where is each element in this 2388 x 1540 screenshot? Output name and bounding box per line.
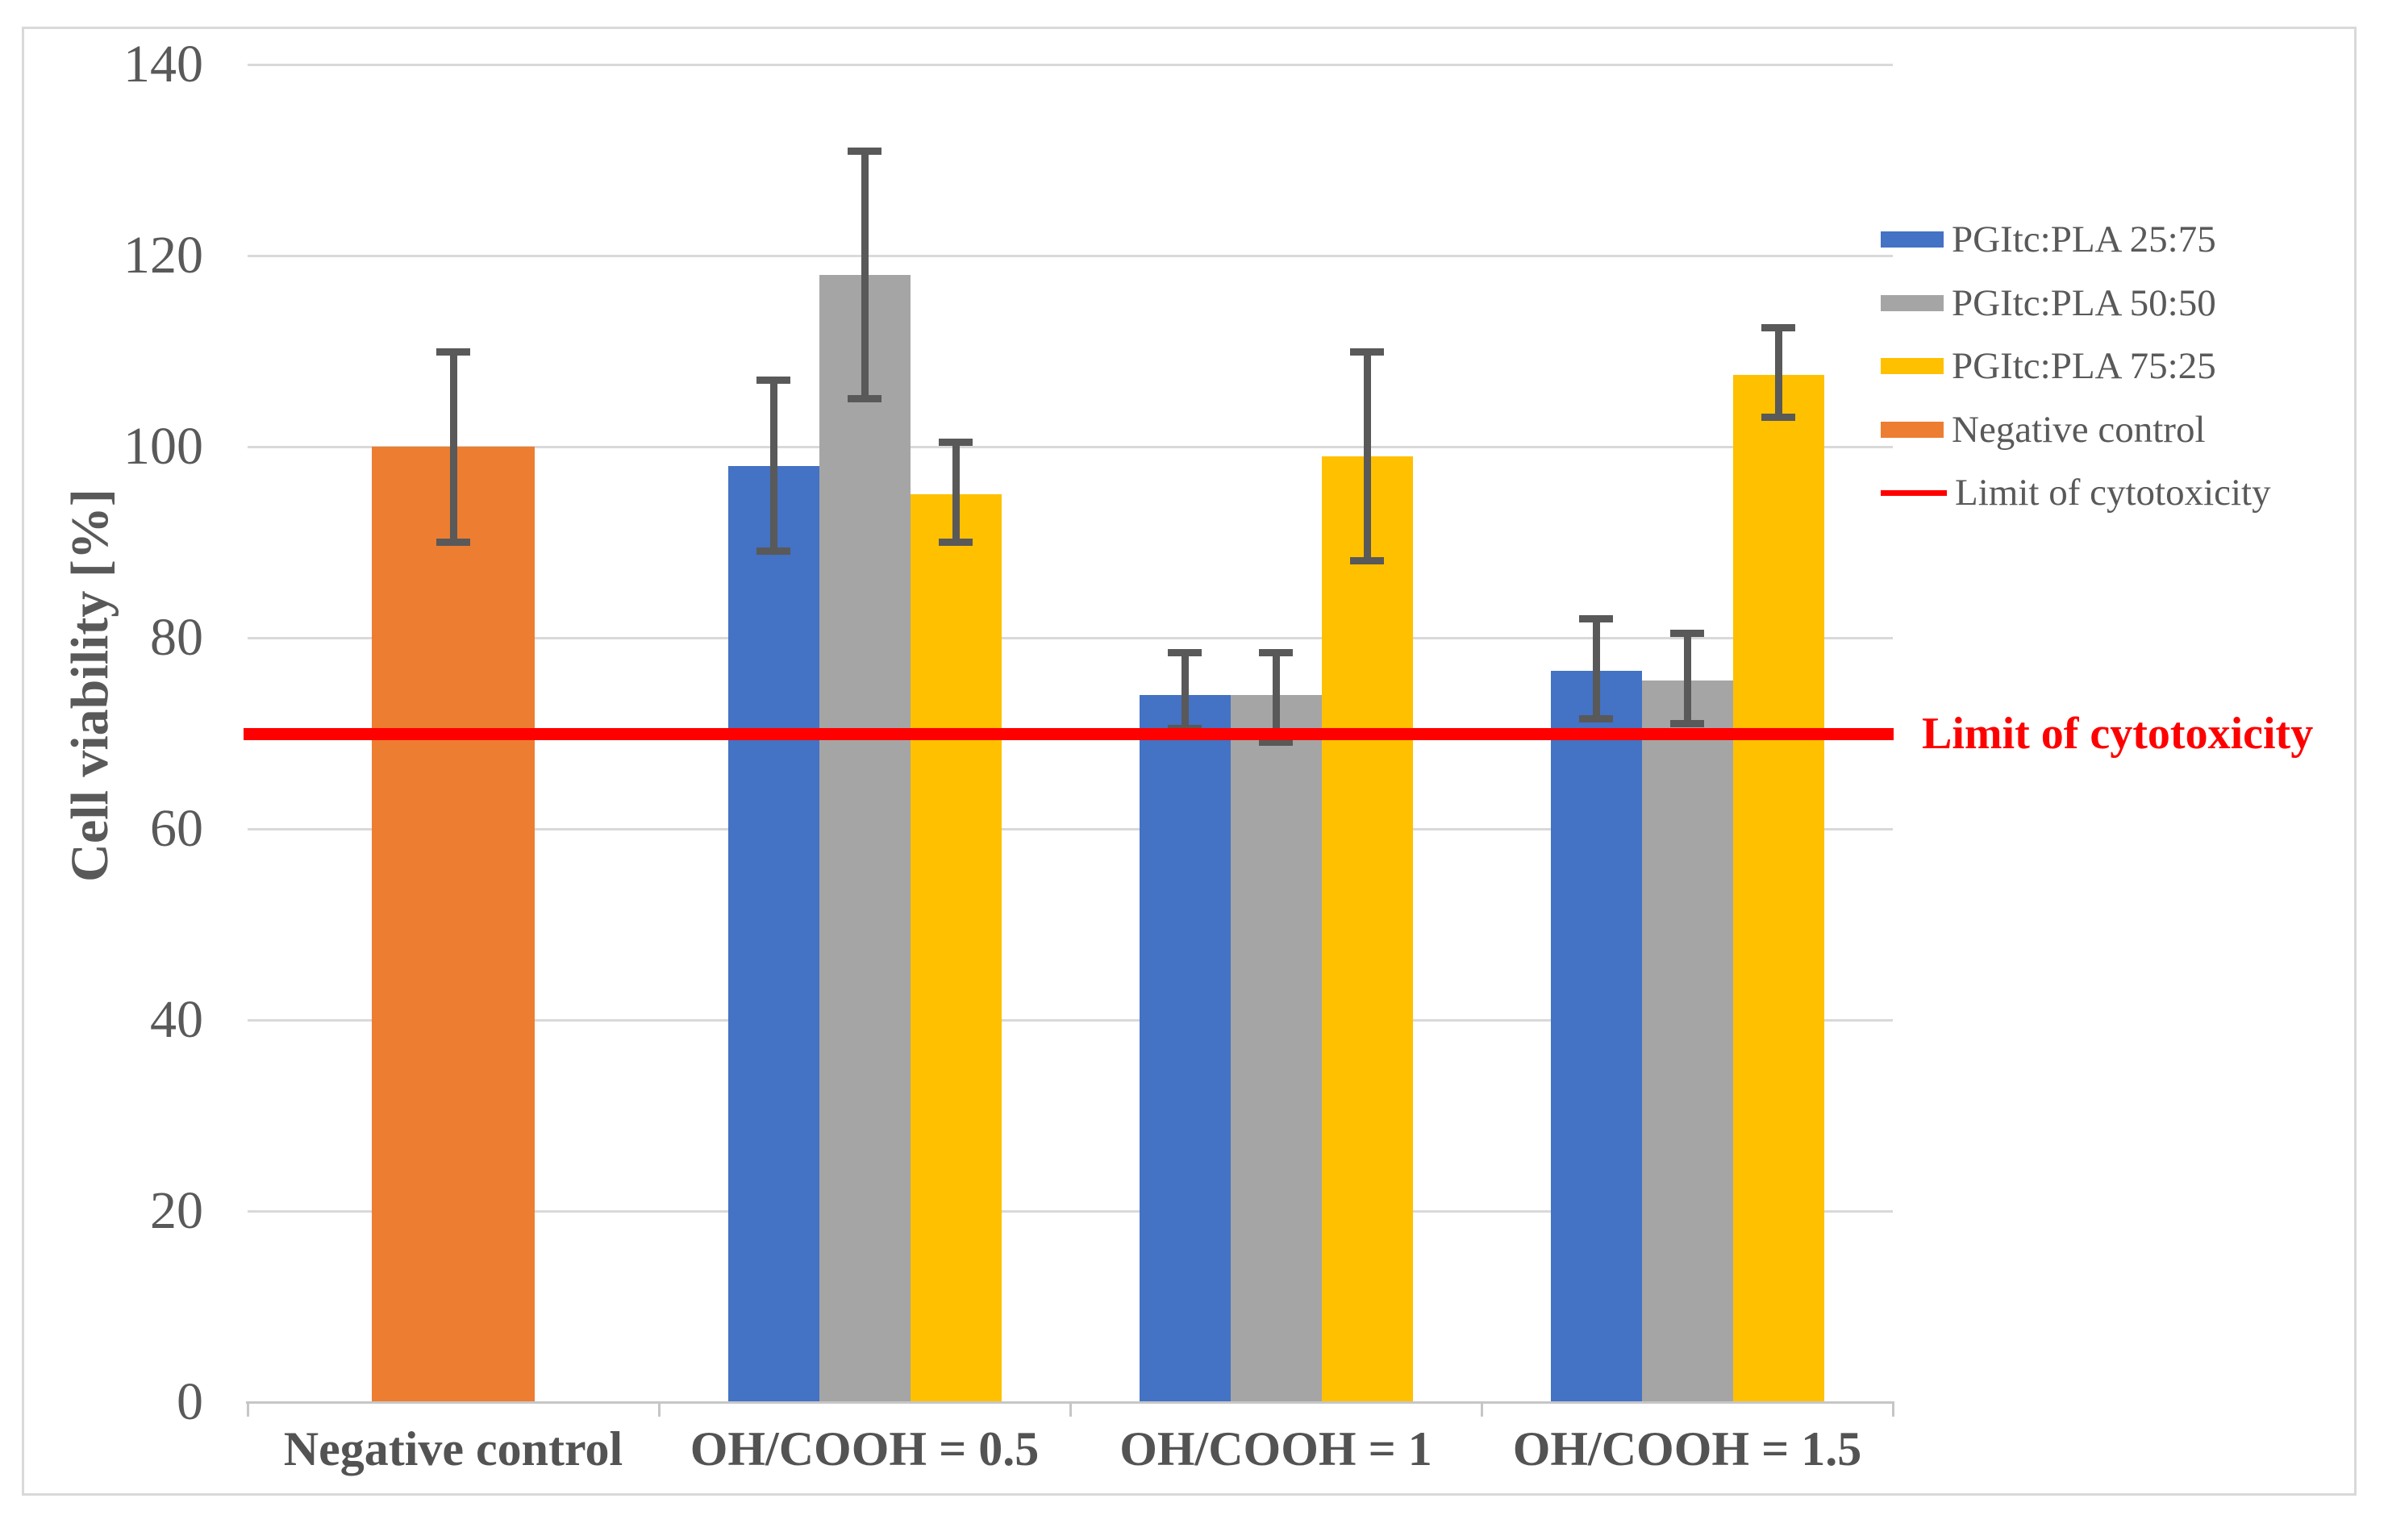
category-label: OH/COOH = 1: [1119, 1422, 1432, 1475]
legend-swatch-line: [1881, 489, 1947, 496]
gridline-60: [248, 828, 1893, 830]
gridline-20: [248, 1210, 1893, 1213]
legend-swatch-box: [1881, 421, 1944, 438]
bar-PGItc:PLA 50:50: [1641, 681, 1733, 1402]
legend-swatch-box: [1881, 358, 1944, 375]
gridline-80: [248, 637, 1893, 639]
error-bar-PGItc:PLA 75:25: [1363, 351, 1371, 562]
error-bar-cap-bottom: [756, 547, 790, 556]
x-tick: [247, 1402, 249, 1417]
y-tick-label: 60: [150, 799, 203, 858]
legend-item: PGItc:PLA 75:25: [1881, 335, 2271, 398]
legend-label: Negative control: [1952, 408, 2206, 451]
error-bar-cap-top: [1670, 630, 1704, 638]
error-bar-cap-top: [756, 377, 790, 385]
legend-item: Limit of cytotoxicity: [1881, 461, 2271, 525]
error-bar-cap-bottom: [1761, 414, 1795, 422]
error-bar-cap-top: [1259, 648, 1293, 656]
legend-label: Limit of cytotoxicity: [1955, 472, 2271, 514]
x-tick: [1069, 1402, 1072, 1417]
legend-item: PGItc:PLA 50:50: [1881, 272, 2271, 335]
error-bar-cap-top: [1168, 648, 1202, 656]
gridline-120: [248, 255, 1893, 257]
error-bar-cap-bottom: [1670, 719, 1704, 727]
error-bar-cap-top: [1579, 615, 1613, 623]
y-tick-label: 20: [150, 1181, 203, 1240]
gridline-40: [248, 1019, 1893, 1022]
error-bar-cap-bottom: [1259, 739, 1293, 747]
error-bar-cap-bottom: [1350, 557, 1384, 565]
legend-swatch-box: [1881, 294, 1944, 311]
bar-Negative control: [372, 447, 535, 1402]
error-bar-PGItc:PLA 25:75: [1592, 618, 1600, 719]
legend-label: PGItc:PLA 25:75: [1952, 219, 2216, 261]
legend-swatch-box: [1881, 231, 1944, 248]
y-tick-label: 40: [150, 990, 203, 1049]
category-label: OH/COOH = 0.5: [690, 1422, 1040, 1475]
x-tick: [1892, 1402, 1894, 1417]
bar-PGItc:PLA 25:75: [1550, 671, 1642, 1402]
cytotoxicity-limit-line: [244, 727, 1894, 740]
y-tick-label: 100: [123, 417, 203, 476]
cytotoxicity-limit-annotation: Limit of cytotoxicity: [1922, 709, 2314, 759]
error-bar-PGItc:PLA 50:50: [1272, 651, 1280, 743]
error-bar-cap-bottom: [848, 394, 881, 402]
category-label: OH/COOH = 1.5: [1512, 1422, 1862, 1475]
error-bar-PGItc:PLA 50:50: [1683, 633, 1691, 724]
bar-PGItc:PLA 25:75: [1139, 695, 1231, 1402]
legend-item: Negative control: [1881, 398, 2271, 462]
error-bar-cap-bottom: [939, 538, 973, 546]
gridline-100: [248, 446, 1893, 448]
legend-label: PGItc:PLA 50:50: [1952, 281, 2216, 324]
error-bar-cap-bottom: [1579, 714, 1613, 722]
bar-PGItc:PLA 75:25: [1732, 375, 1824, 1402]
y-tick-label: 120: [123, 226, 203, 285]
bar-PGItc:PLA 75:25: [1321, 456, 1413, 1402]
error-bar-cap-top: [848, 147, 881, 155]
bar-PGItc:PLA 75:25: [910, 494, 1002, 1402]
category-label: Negative control: [283, 1422, 623, 1475]
legend-label: PGItc:PLA 75:25: [1952, 345, 2216, 388]
error-bar-PGItc:PLA 25:75: [1181, 651, 1189, 729]
error-bar-PGItc:PLA 25:75: [769, 380, 777, 552]
gridline-140: [248, 64, 1893, 66]
bar-PGItc:PLA 50:50: [1230, 695, 1322, 1402]
error-bar-Negative control: [449, 351, 457, 543]
error-bar-cap-bottom: [436, 538, 470, 546]
x-tick: [658, 1402, 661, 1417]
y-tick-label: 80: [150, 608, 203, 667]
bar-PGItc:PLA 50:50: [819, 274, 911, 1402]
error-bar-cap-top: [939, 439, 973, 447]
error-bar-cap-top: [436, 348, 470, 356]
error-bar-cap-top: [1761, 323, 1795, 331]
legend: PGItc:PLA 25:75 PGItc:PLA 50:50 PGItc:PLA …: [1881, 208, 2271, 525]
error-bar-cap-top: [1350, 348, 1384, 356]
error-bar-PGItc:PLA 75:25: [1774, 327, 1782, 418]
y-tick-label: 140: [123, 35, 203, 94]
y-tick-label: 0: [177, 1372, 203, 1431]
legend-item: PGItc:PLA 25:75: [1881, 208, 2271, 272]
error-bar-PGItc:PLA 50:50: [861, 150, 869, 399]
y-axis-title: Cell viability [%]: [60, 489, 119, 882]
x-tick: [1481, 1402, 1483, 1417]
error-bar-PGItc:PLA 75:25: [952, 442, 960, 543]
bar-PGItc:PLA 25:75: [727, 465, 819, 1402]
